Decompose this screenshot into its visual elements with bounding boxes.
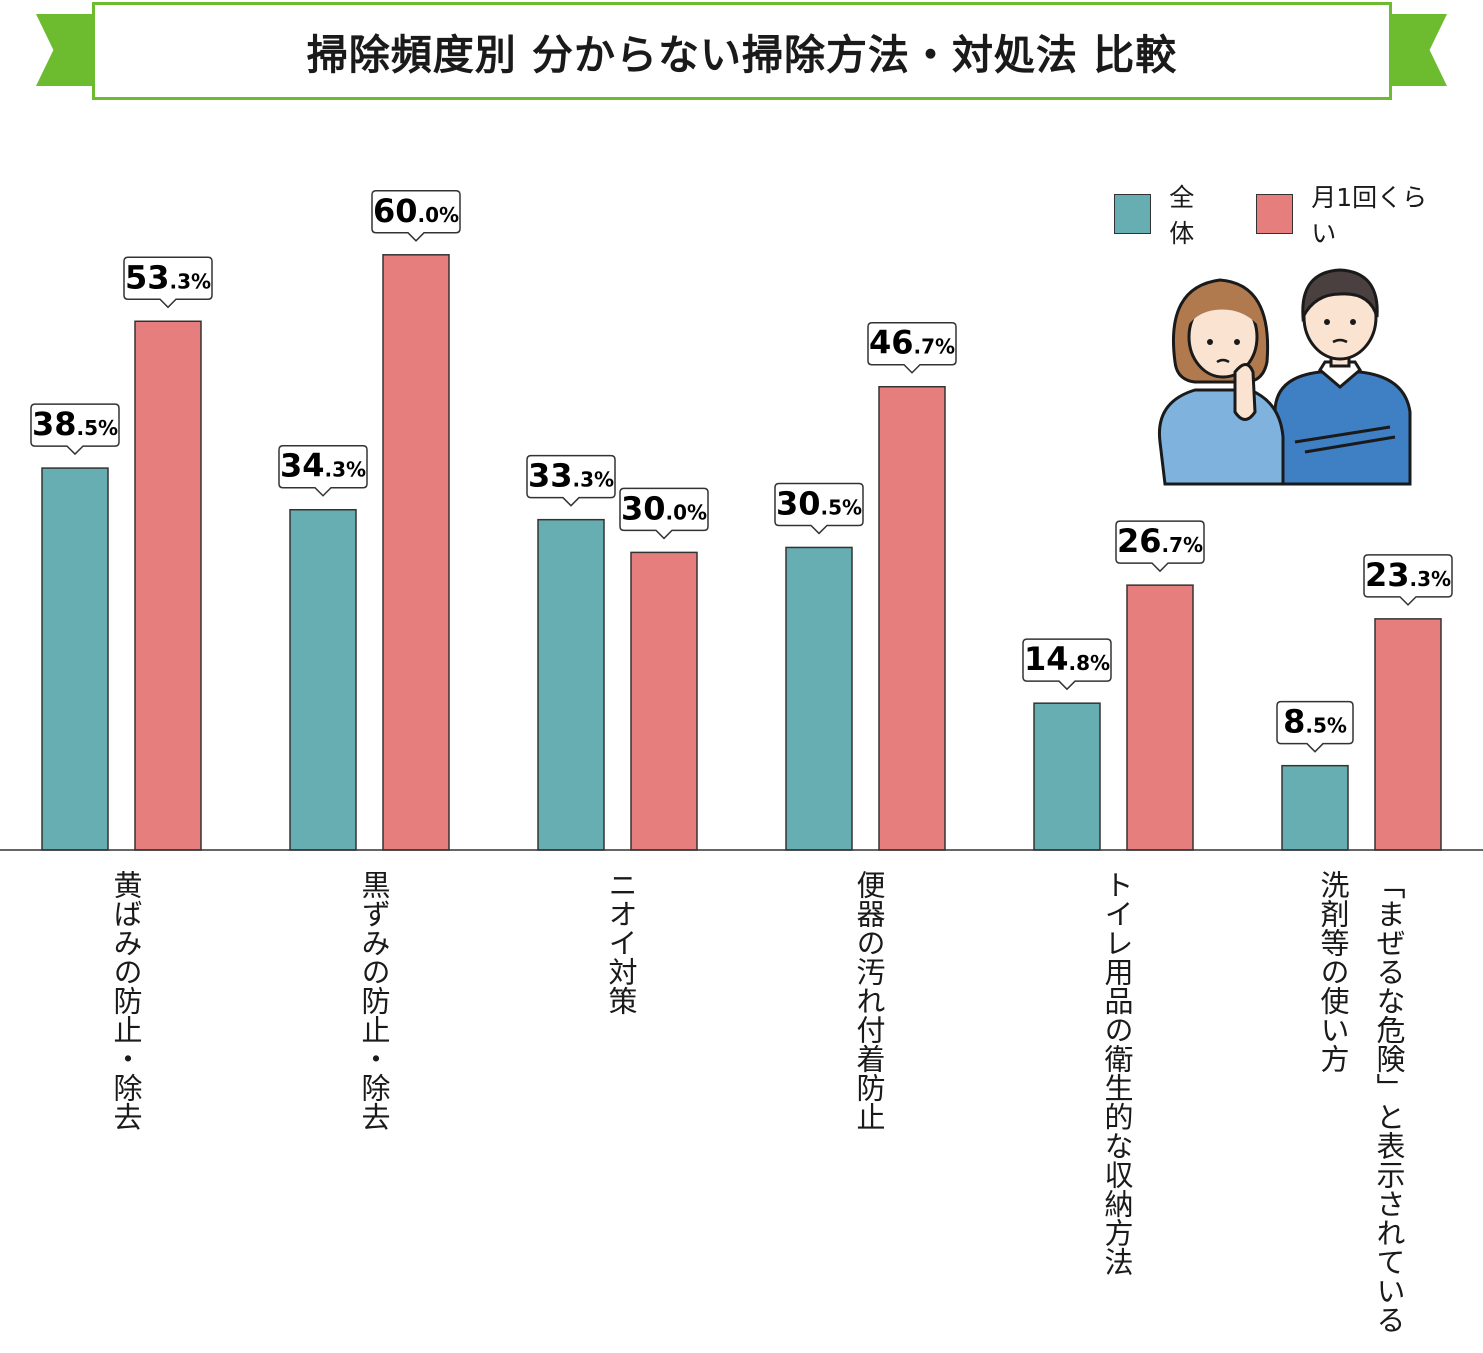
value-label-monthly-2: 30.0% <box>621 489 707 527</box>
bar-monthly-1 <box>382 254 450 851</box>
callout-monthly-1 <box>371 190 461 242</box>
category-label-detergent-line1: 洗剤等の使い方 <box>1316 870 1350 1073</box>
value-label-overall-5: 8.5% <box>1283 703 1347 741</box>
legend-label-overall: 全体 <box>1169 183 1195 248</box>
value-label-monthly-3: 46.7% <box>869 324 955 362</box>
value-label-overall-1: 34.3% <box>280 447 366 485</box>
callout-overall-3 <box>774 482 864 535</box>
man-figure <box>1273 268 1412 486</box>
bar-monthly-0 <box>134 320 202 851</box>
callout-monthly-0 <box>123 256 213 309</box>
bar-overall-1 <box>289 508 357 851</box>
title-banner: 掃除頻度別 分からない掃除方法・対処法 比較 <box>92 2 1392 100</box>
category-label-detergent-line2: 「まぜるな危険」と表示されている <box>1372 870 1406 1334</box>
bar-monthly-3 <box>878 385 946 851</box>
value-label-monthly-5: 23.3% <box>1365 556 1451 594</box>
category-label-storage: トイレ用品の衛生的な収納方法 <box>1100 870 1134 1276</box>
callout-overall-0 <box>30 403 120 456</box>
confused-couple-illustration <box>1157 268 1412 486</box>
callout-monthly-4 <box>1115 520 1205 573</box>
value-label-monthly-1: 60.0% <box>373 192 459 230</box>
bar-monthly-4 <box>1126 584 1194 851</box>
value-label-monthly-4: 26.7% <box>1117 522 1203 560</box>
bar-overall-3 <box>785 546 853 851</box>
bar-monthly-5 <box>1374 618 1442 851</box>
chart-title: 掃除頻度別 分からない掃除方法・対処法 比較 <box>306 31 1178 79</box>
category-label-blackening: 黒ずみの防止・除去 <box>357 870 391 1131</box>
value-label-overall-4: 14.8% <box>1024 640 1110 678</box>
callout-monthly-3 <box>867 321 957 374</box>
category-label-odor: ニオイ対策 <box>604 870 638 1015</box>
callout-overall-2 <box>526 454 616 507</box>
legend-label-monthly: 月1回くらい <box>1311 183 1428 248</box>
bar-overall-0 <box>41 467 109 851</box>
legend-swatch-monthly <box>1255 194 1294 234</box>
bar-overall-4 <box>1033 702 1101 851</box>
value-label-overall-0: 38.5% <box>32 405 118 443</box>
callout-monthly-2 <box>619 487 709 540</box>
value-label-overall-3: 30.5% <box>776 484 862 522</box>
callout-monthly-5 <box>1363 554 1453 606</box>
legend-item-overall: 全体 <box>1114 178 1216 250</box>
bar-overall-2 <box>537 518 605 851</box>
callout-overall-1 <box>278 444 368 497</box>
category-label-yellowing: 黄ばみの防止・除去 <box>109 870 143 1131</box>
legend-item-monthly: 月1回くらい <box>1255 178 1443 250</box>
category-label-toilet-bowl: 便器の汚れ付着防止 <box>852 870 886 1131</box>
bar-overall-5 <box>1281 764 1349 851</box>
value-label-overall-2: 33.3% <box>528 457 614 495</box>
bar-monthly-2 <box>630 551 698 851</box>
legend-swatch-overall <box>1114 194 1152 234</box>
callout-overall-4 <box>1022 638 1112 691</box>
legend: 全体 月1回くらい <box>1114 178 1483 250</box>
callout-overall-5 <box>1276 700 1354 753</box>
woman-figure <box>1157 278 1285 486</box>
value-label-monthly-0: 53.3% <box>125 258 211 296</box>
